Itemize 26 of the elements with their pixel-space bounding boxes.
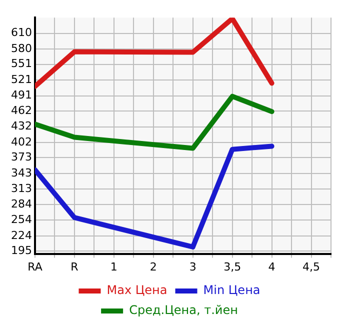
y-tick-label: 462 bbox=[10, 104, 32, 117]
x-tick-label: RA bbox=[28, 260, 43, 274]
y-tick-label: 343 bbox=[10, 166, 32, 180]
y-tick-label: 432 bbox=[10, 120, 32, 133]
x-tick-label: 1 bbox=[110, 260, 118, 274]
x-tick-label: 2 bbox=[150, 260, 157, 274]
y-tick-label: 402 bbox=[10, 135, 32, 148]
y-tick-label: 580 bbox=[10, 42, 32, 55]
y-tick-label: 610 bbox=[10, 26, 32, 40]
y-tick-label: 373 bbox=[10, 150, 32, 164]
x-tick-label: 4,5 bbox=[302, 260, 320, 274]
x-tick-label: R bbox=[70, 260, 79, 274]
y-tick-label: 224 bbox=[10, 228, 32, 242]
legend-label: Min Цена bbox=[203, 283, 260, 298]
legend-label: Сред.Цена, т.йен bbox=[129, 303, 238, 318]
y-tick-label: 284 bbox=[10, 197, 32, 210]
x-tick-label: 3,5 bbox=[224, 260, 242, 274]
legend-label: Max Цена bbox=[106, 283, 168, 298]
y-tick-label: 195 bbox=[10, 244, 32, 258]
y-tick-label: 521 bbox=[10, 72, 32, 86]
x-tick-label: 4 bbox=[268, 260, 276, 274]
y-tick-label: 313 bbox=[10, 182, 32, 196]
y-tick-label: 551 bbox=[10, 57, 32, 70]
y-tick-label: 491 bbox=[10, 88, 32, 102]
x-tick-label: 3 bbox=[189, 260, 196, 274]
y-tick-label: 254 bbox=[10, 213, 32, 226]
